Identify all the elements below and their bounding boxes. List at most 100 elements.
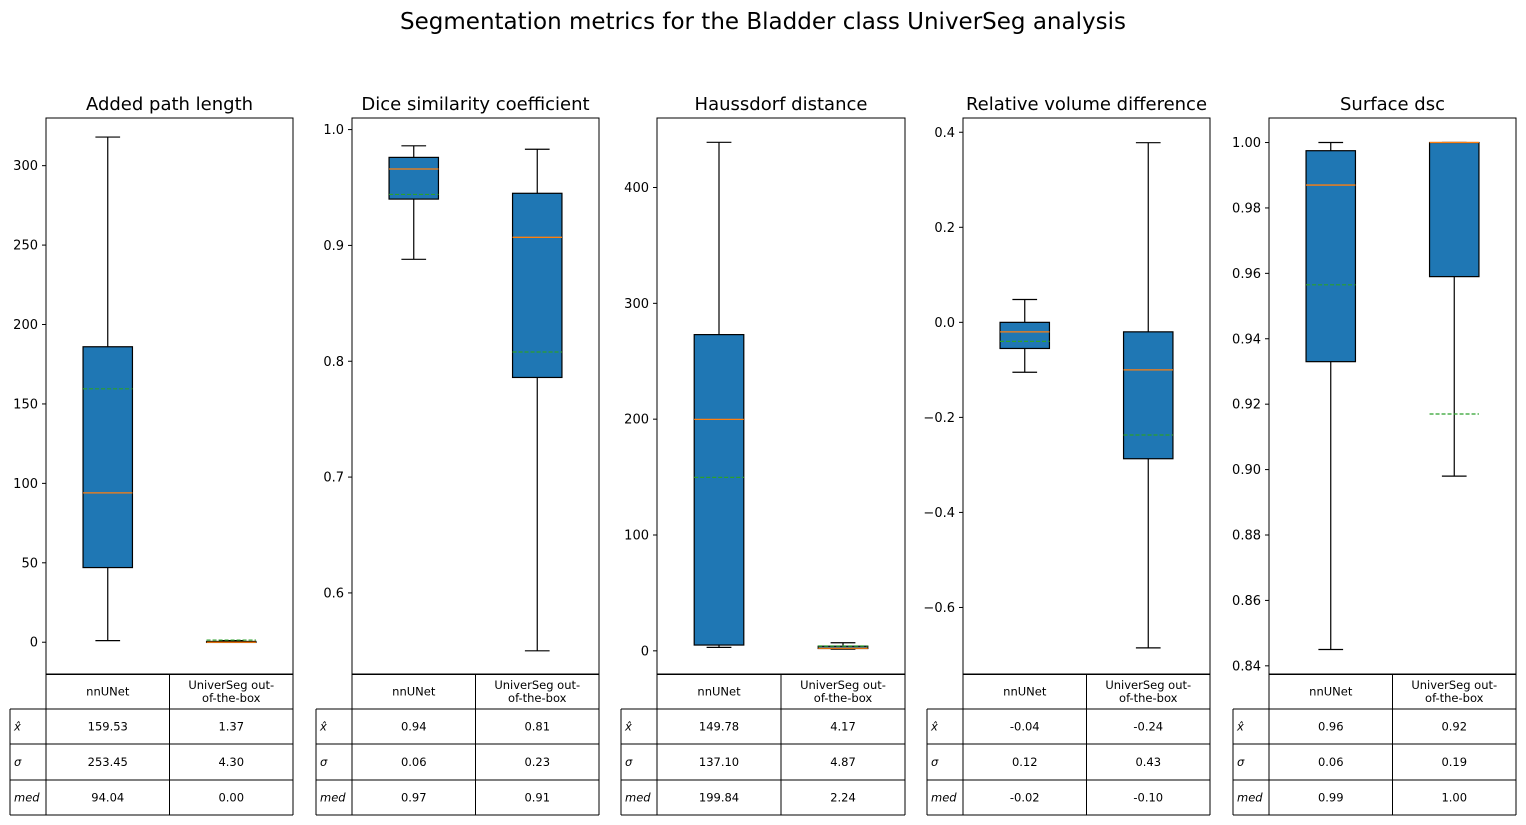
box-universeg [1428,141,1480,477]
stats-table: nnUNet UniverSeg out-of-the-box x̂ 0.94 0.81… [315,674,600,816]
table-row-label: σ [625,755,633,769]
y-tick-label: 100 [624,529,649,544]
table-cell: 1.00 [1441,791,1467,805]
box-universeg [1122,142,1174,649]
y-tick-label: 0.96 [1232,267,1261,282]
y-tick-label: 0.8 [323,355,344,370]
stats-table: nnUNet UniverSeg out-of-the-box x̂ 0.96 0.92… [1232,674,1517,816]
table-row-label: x̂ [1236,720,1244,734]
y-tick-label: 0 [641,644,649,659]
chart-title: Surface dsc [1340,94,1445,115]
table-cell: -0.04 [1010,720,1040,734]
chart-panel: Relative volume difference −0.6 −0.4 −0.2 0.… [923,94,1211,816]
y-tick-label: 0.7 [323,471,344,486]
table-cell: 94.04 [91,791,124,805]
iqr-box [693,334,745,646]
table-cell: 0.43 [1135,755,1161,769]
iqr-box [388,156,440,200]
table-column-header: nnUNet [697,685,741,699]
chart-panels: Added path length 0 50 100 150 200 250 300 nnUNe… [9,94,1517,816]
y-tick-label: 1.0 [323,123,344,138]
iqr-box [999,321,1051,350]
table-cell: 0.12 [1012,755,1038,769]
iqr-box [1122,331,1174,460]
chart-panel: Haussdorf distance 0 100 200 300 400 nnUNet Uni… [620,94,906,816]
chart-panel: Dice similarity coefficient 0.6 0.7 0.8 0.9 1… [315,94,600,816]
iqr-box [82,346,134,569]
y-tick-label: 1.00 [1232,136,1261,151]
table-cell: 0.96 [1318,720,1344,734]
table-column-header: UniverSeg out-of-the-box [1105,678,1191,705]
chart-panel: Added path length 0 50 100 150 200 250 300 nnUNe… [9,94,294,816]
table-cell: 159.53 [88,720,128,734]
table-row-label: σ [1237,755,1245,769]
table-row-label: med [625,791,651,805]
table-cell: 1.37 [218,720,244,734]
chart-title: Haussdorf distance [695,94,868,115]
table-column-header: nnUNet [86,685,130,699]
table-cell: 0.00 [218,791,244,805]
table-row-label: x̂ [319,720,327,734]
table-row-label: x̂ [13,720,21,734]
table-cell: 0.06 [1318,755,1344,769]
stats-table: nnUNet UniverSeg out-of-the-box x̂ 159.53 1.… [9,674,294,816]
table-cell: 0.92 [1441,720,1467,734]
table-cell: 2.24 [830,791,856,805]
table-column-header: UniverSeg out-of-the-box [494,678,580,705]
table-cell: 149.78 [699,720,739,734]
table-cell: 0.19 [1441,755,1467,769]
y-tick-label: 0.90 [1232,463,1261,478]
table-row-label: x̂ [930,720,938,734]
y-tick-label: −0.6 [923,601,955,616]
chart-title: Dice similarity coefficient [361,94,589,115]
table-cell: 4.30 [218,755,244,769]
table-cell: 4.87 [830,755,856,769]
chart-title: Added path length [86,94,253,115]
y-tick-label: 0.0 [934,316,955,331]
table-row-label: med [1237,791,1263,805]
y-tick-label: 0.2 [934,221,955,236]
table-cell: 0.23 [524,755,550,769]
y-tick-label: 200 [13,318,38,333]
y-tick-label: 200 [624,413,649,428]
box-universeg [511,148,563,652]
y-tick-label: 400 [624,181,649,196]
y-tick-label: 0.98 [1232,201,1261,216]
chart-panel: Surface dsc 0.84 0.86 0.88 0.90 0.92 0.94 0.96 0… [1232,94,1517,816]
y-tick-label: 0.9 [323,239,344,254]
table-cell: -0.02 [1010,791,1040,805]
stats-table: nnUNet UniverSeg out-of-the-box x̂ 149.78 4.… [620,674,906,816]
y-tick-label: 0.86 [1232,594,1261,609]
y-tick-label: 300 [624,297,649,312]
y-tick-label: 100 [13,477,38,492]
table-row-label: σ [931,755,939,769]
table-row-label: σ [320,755,328,769]
table-column-header: nnUNet [1309,685,1353,699]
table-cell: 137.10 [699,755,739,769]
iqr-box [1428,141,1480,278]
y-tick-label: 0.92 [1232,398,1261,413]
y-tick-label: −0.2 [923,411,955,426]
table-column-header: UniverSeg out-of-the-box [1411,678,1497,705]
table-cell: -0.24 [1133,720,1163,734]
box-nnunet [388,145,440,260]
table-row-label: med [931,791,957,805]
y-tick-label: 0.94 [1232,332,1261,347]
box-nnunet [1305,141,1357,651]
table-column-header: nnUNet [392,685,436,699]
chart-title: Relative volume difference [966,94,1207,115]
table-column-header: UniverSeg out-of-the-box [188,678,274,705]
table-column-header: UniverSeg out-of-the-box [800,678,886,705]
table-cell: 0.97 [401,791,427,805]
box-universeg [205,639,257,644]
iqr-box [1305,150,1357,363]
table-cell: 0.81 [524,720,550,734]
table-row-label: σ [14,755,22,769]
box-nnunet [999,298,1051,373]
table-cell: -0.10 [1133,791,1163,805]
box-nnunet [82,136,134,642]
figure-title: Segmentation metrics for the Bladder cla… [400,9,1126,35]
y-tick-label: 0.6 [323,586,344,601]
stats-table: nnUNet UniverSeg out-of-the-box x̂ -0.04 -0.… [926,674,1211,816]
